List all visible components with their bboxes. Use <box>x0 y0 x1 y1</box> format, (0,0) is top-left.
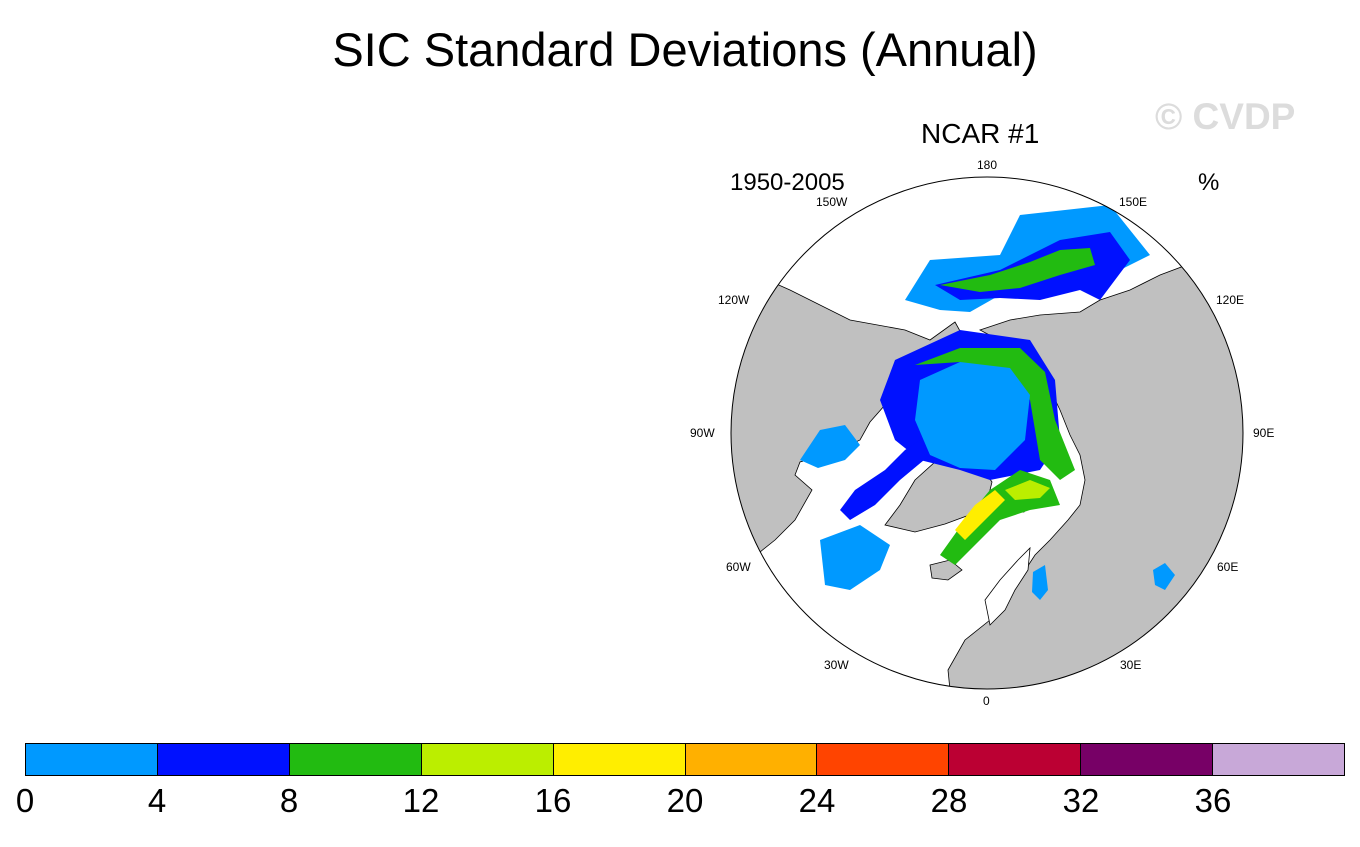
sic-arctic-green <box>915 348 1075 480</box>
lon-label-30w: 30W <box>824 658 849 672</box>
colorbar-label: 0 <box>15 782 35 819</box>
land-scandinavia-coast <box>984 546 1031 626</box>
lon-label-60w: 60W <box>726 560 751 574</box>
colorbar-swatch-5 <box>685 744 818 775</box>
colorbar-swatch-6 <box>817 744 950 775</box>
colorbar-label: 8 <box>279 782 299 819</box>
sic-labrador-light <box>820 525 890 590</box>
map-border <box>730 176 1244 690</box>
lon-label-120e: 120E <box>1216 293 1245 307</box>
colorbar-swatch-2 <box>289 744 422 775</box>
figure-title: SIC Standard Deviations (Annual) <box>332 23 1038 76</box>
colorbar-label: 20 <box>666 782 704 819</box>
period-label: 1950-2005 <box>730 169 845 196</box>
lon-label-150e: 150E <box>1119 195 1148 209</box>
sic-arctic-core <box>915 362 1030 470</box>
colorbar-swatch-3 <box>421 744 554 775</box>
colorbar-label: 4 <box>147 782 167 819</box>
colorbar-swatch-7 <box>949 744 1082 775</box>
colorbar-swatch-0 <box>26 744 158 775</box>
lon-label-30e: 30E <box>1120 658 1142 672</box>
colorbar-label: 32 <box>1062 782 1100 819</box>
colorbar-label: 24 <box>798 782 836 819</box>
lon-label-0: 0 <box>983 694 990 708</box>
colorbar-label: 28 <box>930 782 968 819</box>
land-north-america <box>731 249 966 561</box>
colorbar-label: 16 <box>534 782 572 819</box>
colorbar-swatch-4 <box>553 744 686 775</box>
colorbar-label: 36 <box>1194 782 1232 819</box>
sic-okhotsk-light <box>1153 563 1175 590</box>
sic-pacific-green <box>940 248 1095 292</box>
sic-baltic <box>1032 565 1048 600</box>
lon-label-90w: 90W <box>690 426 715 440</box>
map-layers <box>731 205 1243 689</box>
sic-greenland-sea-yellow <box>955 490 1005 540</box>
lon-label-180: 180 <box>977 158 998 172</box>
colorbar-swatch-8 <box>1081 744 1214 775</box>
units-label: % <box>1198 169 1220 196</box>
colorbar <box>25 743 1345 776</box>
lon-label-120w: 120W <box>718 293 750 307</box>
land-iceland <box>929 559 963 581</box>
sic-baffin-dark <box>840 440 930 520</box>
panel-title: NCAR #1 <box>921 118 1040 149</box>
colorbar-swatch-9 <box>1213 744 1345 775</box>
lon-label-90e: 90E <box>1253 426 1275 440</box>
sic-barents-yellow <box>1005 480 1050 500</box>
cvdp-watermark: © CVDP <box>1155 96 1296 137</box>
colorbar-label: 12 <box>402 782 440 819</box>
sic-hudson <box>800 425 860 468</box>
colorbar-swatch-1 <box>157 744 290 775</box>
lon-label-150w: 150W <box>816 195 848 209</box>
lon-label-60e: 60E <box>1217 560 1239 574</box>
